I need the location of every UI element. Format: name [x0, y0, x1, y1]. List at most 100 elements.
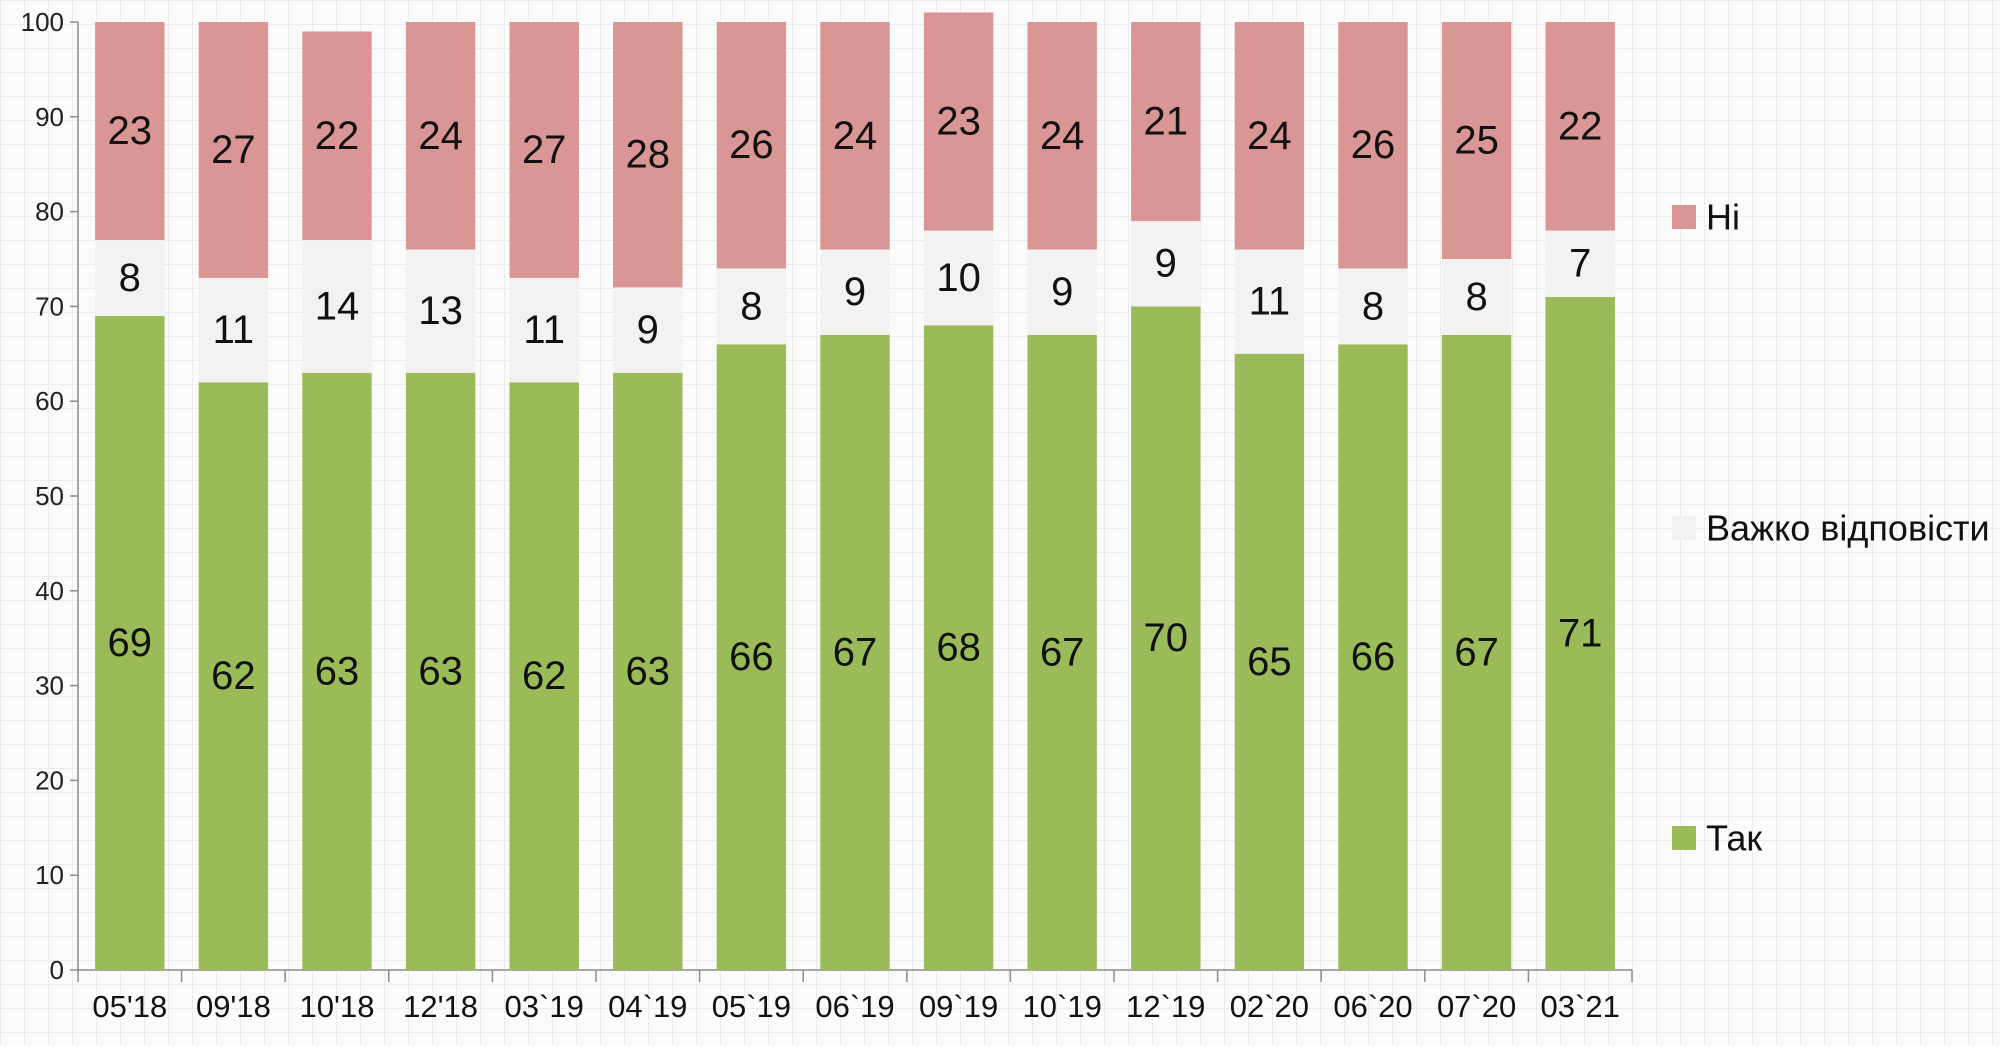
data-label: 63	[315, 649, 360, 693]
x-tick-label: 06`20	[1333, 989, 1412, 1024]
data-label: 10	[936, 256, 981, 300]
data-label: 63	[418, 649, 463, 693]
x-tick-label: 12`19	[1126, 989, 1205, 1024]
x-axis: 05'18 09'18 10'18 12'18 03`19 04`19 05`19 06`19…	[77, 969, 1633, 1024]
y-tick-label: 90	[35, 102, 64, 132]
bar-segment	[302, 240, 372, 373]
y-tick-label: 10	[35, 860, 64, 890]
y-tick-label: 100	[21, 7, 64, 37]
bar-segment	[95, 22, 165, 241]
bar-segment	[716, 22, 787, 269]
bar-segment	[302, 372, 372, 970]
legend: Так Важко відповісти Ні	[1672, 197, 1990, 859]
x-tick-label: 07`20	[1437, 989, 1516, 1024]
bar-segment	[1338, 22, 1408, 269]
x-tick-label: 05'18	[92, 989, 167, 1024]
bar-segment	[198, 277, 269, 383]
data-label: 22	[315, 114, 360, 158]
bar-segment	[923, 12, 994, 231]
y-tick-label: 30	[35, 671, 64, 701]
data-label: 9	[1051, 270, 1073, 314]
data-label: 21	[1144, 100, 1189, 144]
y-tick-label: 40	[35, 576, 64, 606]
x-tick-label: 03`21	[1541, 989, 1620, 1024]
x-tick-label: 10'18	[300, 989, 375, 1024]
bar-segment	[1131, 221, 1201, 307]
x-tick-label: 04`19	[608, 989, 687, 1024]
bar-segment	[1131, 22, 1201, 222]
legend-label: Важко відповісти	[1706, 508, 1990, 549]
data-label: 67	[833, 630, 878, 674]
data-label: 8	[119, 256, 141, 300]
y-axis: 0 10 20 30 40 50 60 70 80 90 100	[21, 7, 79, 985]
data-label: 67	[1040, 630, 1085, 674]
bar-segment	[1338, 268, 1408, 345]
data-label: 11	[213, 308, 255, 352]
data-label: 23	[936, 100, 981, 144]
bar-segment	[923, 325, 994, 970]
data-label: 63	[626, 649, 671, 693]
data-label: 24	[833, 114, 878, 158]
data-label: 66	[729, 635, 774, 679]
bar-segment	[1234, 22, 1305, 250]
data-label: 8	[740, 284, 762, 328]
bar-segment	[509, 382, 579, 970]
bar-segment	[1545, 296, 1615, 970]
bar-segment	[613, 287, 683, 373]
legend-swatch	[1672, 205, 1696, 229]
bar-segment	[95, 240, 165, 316]
data-label: 26	[1351, 123, 1396, 167]
bar-segment	[405, 22, 476, 250]
bar-segment	[1131, 306, 1201, 970]
x-tick-label: 02`20	[1230, 989, 1309, 1024]
data-label: 25	[1454, 119, 1499, 163]
bar-segment	[1441, 259, 1512, 335]
data-label: 62	[522, 654, 567, 698]
y-tick-label: 50	[35, 481, 64, 511]
data-label: 65	[1247, 640, 1292, 684]
data-label: 22	[1558, 104, 1603, 148]
bar-segment	[1234, 249, 1305, 354]
x-tick-label: 09`19	[919, 989, 998, 1024]
x-tick-label: 06`19	[815, 989, 894, 1024]
data-label: 24	[1040, 114, 1085, 158]
x-tick-label: 12'18	[403, 989, 478, 1024]
bar-segment	[405, 249, 476, 373]
data-label: 11	[1249, 280, 1291, 324]
data-label: 9	[637, 308, 659, 352]
bars-group: 69 8 23 62 11 27 63 14 22 63 13 24 62 11 27 63 9 28 66 8 26 6…	[95, 12, 1615, 971]
data-label: 66	[1351, 635, 1396, 679]
bar-segment	[95, 315, 165, 970]
x-tick-label: 03`19	[505, 989, 584, 1024]
bar-segment	[820, 22, 890, 250]
data-label: 27	[211, 128, 256, 172]
bar-segment	[198, 22, 269, 278]
y-tick-label: 70	[35, 291, 64, 321]
bar-segment	[198, 382, 269, 970]
bar-segment	[613, 22, 683, 288]
x-tick-label: 09'18	[196, 989, 271, 1024]
data-label: 8	[1362, 284, 1384, 328]
data-label: 28	[626, 133, 671, 177]
bar-segment	[405, 372, 476, 970]
data-label: 11	[523, 308, 565, 352]
data-label: 24	[418, 114, 463, 158]
y-tick-label: 0	[50, 955, 64, 985]
bar-segment	[1027, 249, 1097, 335]
bar-segment	[1545, 22, 1615, 231]
data-label: 24	[1247, 114, 1292, 158]
y-tick-label: 20	[35, 765, 64, 795]
bar-segment	[1545, 230, 1615, 297]
legend-swatch	[1672, 826, 1696, 850]
bar-segment	[1027, 22, 1097, 250]
data-label: 14	[315, 284, 360, 328]
bar-segment	[1441, 334, 1512, 971]
data-label: 13	[418, 289, 463, 333]
y-tick-label: 60	[35, 386, 64, 416]
data-label: 27	[522, 128, 567, 172]
data-label: 68	[936, 626, 981, 670]
data-label: 70	[1144, 616, 1189, 660]
data-label: 7	[1569, 242, 1591, 286]
